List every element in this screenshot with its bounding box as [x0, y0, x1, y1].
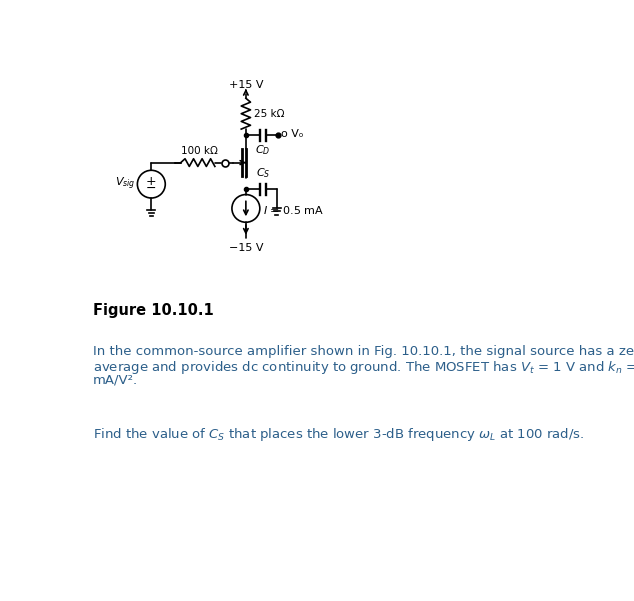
Text: 100 kΩ: 100 kΩ: [181, 145, 218, 156]
Text: Figure 10.10.1: Figure 10.10.1: [93, 303, 214, 318]
Text: Find the value of $C_S$ that places the lower 3-dB frequency $\omega_L$ at 100 r: Find the value of $C_S$ that places the …: [93, 426, 585, 444]
Text: +15 V: +15 V: [229, 80, 263, 90]
Text: +: +: [146, 174, 157, 188]
Text: $I$ = 0.5 mA: $I$ = 0.5 mA: [263, 204, 324, 216]
Text: $C_S$: $C_S$: [256, 166, 270, 180]
Text: −15 V: −15 V: [229, 243, 263, 253]
Text: 25 kΩ: 25 kΩ: [254, 109, 284, 119]
Text: mA/V².: mA/V².: [93, 373, 138, 386]
Text: −: −: [146, 182, 157, 195]
Text: $C_D$: $C_D$: [256, 143, 271, 157]
Text: $V_{sig}$: $V_{sig}$: [115, 176, 135, 192]
Text: o Vₒ: o Vₒ: [281, 129, 303, 139]
Text: average and provides dc continuity to ground. The MOSFET has $V_t$ = 1 V and $k_: average and provides dc continuity to gr…: [93, 359, 634, 376]
Text: In the common-source amplifier shown in Fig. 10.10.1, the signal source has a ze: In the common-source amplifier shown in …: [93, 346, 634, 358]
